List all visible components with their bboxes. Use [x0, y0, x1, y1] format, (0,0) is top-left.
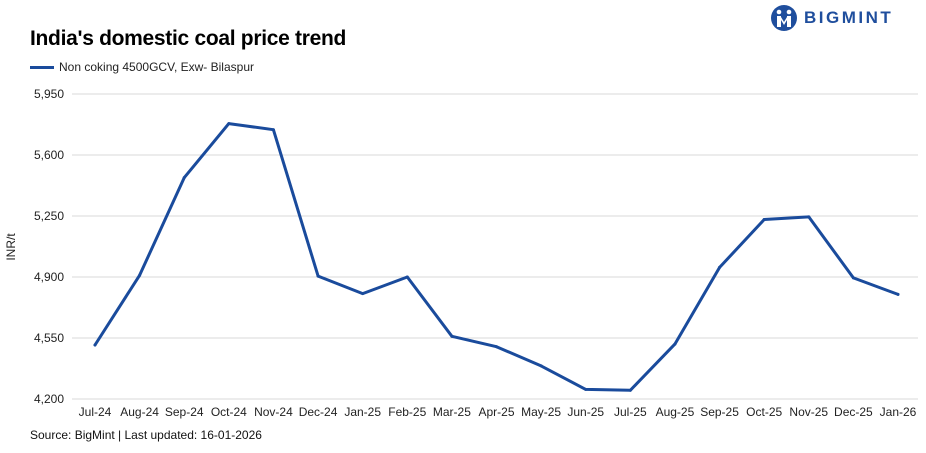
x-tick-label: Jan-25 [344, 405, 381, 419]
bigmint-logo: BIGMINT [770, 3, 893, 33]
x-tick-label: Jun-25 [567, 405, 604, 419]
data-point [539, 364, 543, 368]
y-axis-ticks: 5,950 5,600 5,250 4,900 4,550 4,200 [34, 87, 64, 406]
y-tick-label: 5,250 [34, 209, 64, 223]
y-axis-label: INR/t [4, 233, 18, 261]
legend-label: Non coking 4500GCV, Exw- Bilaspur [59, 60, 254, 74]
x-tick-label: Jan-26 [880, 405, 917, 419]
x-tick-label: Oct-24 [211, 405, 247, 419]
series-group [93, 122, 900, 392]
legend-swatch [30, 65, 54, 69]
data-point [718, 265, 722, 269]
bigmint-logo-text: BIGMINT [804, 8, 894, 27]
data-point [896, 292, 900, 296]
x-tick-label: Jul-25 [614, 405, 647, 419]
data-point [93, 343, 97, 347]
x-tick-label: Feb-25 [388, 405, 426, 419]
data-point [361, 292, 365, 296]
data-point [762, 217, 766, 221]
data-point [807, 215, 811, 219]
x-tick-label: Apr-25 [478, 405, 514, 419]
data-point [450, 334, 454, 338]
x-tick-label: Aug-24 [120, 405, 159, 419]
data-point [851, 276, 855, 280]
x-tick-label: Dec-25 [834, 405, 873, 419]
y-tick-label: 4,200 [34, 392, 64, 406]
x-tick-label: Dec-24 [299, 405, 338, 419]
x-tick-label: Jul-24 [79, 405, 112, 419]
x-tick-label: Aug-25 [656, 405, 695, 419]
data-point [182, 176, 186, 180]
source-note: Source: BigMint | Last updated: 16-01-20… [30, 428, 262, 442]
y-tick-label: 4,550 [34, 331, 64, 345]
x-tick-label: Oct-25 [746, 405, 782, 419]
x-tick-label: Sep-25 [700, 405, 739, 419]
data-point [405, 275, 409, 279]
data-point [227, 122, 231, 126]
series-line [93, 122, 900, 392]
data-point [495, 345, 498, 349]
data-point [316, 274, 320, 278]
chart-legend: Non coking 4500GCV, Exw- Bilaspur [30, 60, 254, 74]
x-tick-label: Nov-25 [789, 405, 828, 419]
x-tick-label: Sep-24 [165, 405, 204, 419]
data-point [138, 273, 142, 277]
y-tick-label: 4,900 [34, 270, 64, 284]
data-point [584, 387, 588, 391]
chart-title: India's domestic coal price trend [30, 27, 347, 50]
data-point [628, 388, 632, 392]
y-tick-label: 5,950 [34, 87, 64, 101]
gridlines [72, 93, 918, 400]
data-point [673, 342, 677, 346]
x-tick-label: May-25 [521, 405, 561, 419]
x-tick-label: Nov-24 [254, 405, 293, 419]
x-axis-ticks: Jul-24 Aug-24 Sep-24 Oct-24 Nov-24 Dec-24 Jan-… [79, 405, 917, 419]
x-tick-label: Mar-25 [433, 405, 471, 419]
data-point [271, 128, 275, 132]
bigmint-logo-icon [771, 5, 797, 31]
y-tick-label: 5,600 [34, 148, 64, 162]
